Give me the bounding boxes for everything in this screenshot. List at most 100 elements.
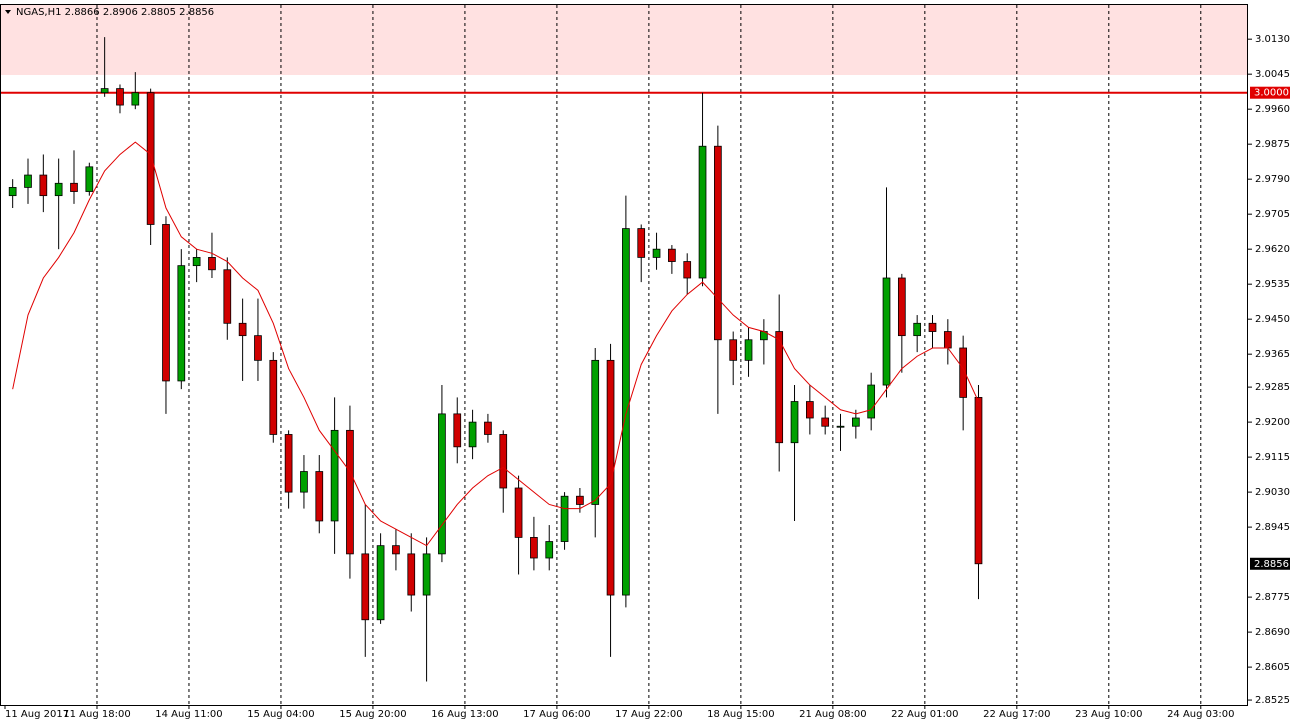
y-tick-label: 2.9705	[1255, 209, 1290, 220]
candle-body	[392, 545, 400, 555]
resistance-zone	[1, 5, 1248, 75]
header: NGAS,H1 2.8866 2.8906 2.8805 2.8856	[16, 7, 214, 18]
candle-body	[897, 277, 906, 337]
candle-body	[545, 541, 554, 559]
candle-body	[269, 359, 278, 435]
plot-area	[1, 5, 1248, 705]
candle-body	[54, 182, 63, 197]
candle-body	[8, 187, 17, 197]
candle-body	[24, 174, 32, 188]
y-tick-label: 3.0045	[1255, 69, 1290, 80]
candle-body	[591, 359, 600, 505]
y-tick-label: 2.8525	[1255, 695, 1290, 706]
candle-body	[790, 401, 799, 444]
candle-body	[729, 339, 738, 361]
candle-body	[315, 471, 324, 522]
candle-body	[422, 553, 431, 596]
candle-body	[300, 471, 308, 493]
candle-body	[714, 145, 722, 341]
y-tick-label: 2.9365	[1255, 349, 1290, 360]
candle-body	[177, 265, 186, 382]
x-tick-label: 14 Aug 11:00	[155, 709, 222, 720]
candle-body	[131, 92, 140, 106]
last-price-label: 2.8856	[1254, 559, 1289, 570]
y-tick-label: 2.9030	[1255, 487, 1290, 498]
candle-body	[744, 339, 753, 361]
x-tick-label: 17 Aug 06:00	[523, 709, 590, 720]
y-tick-label: 2.8605	[1255, 662, 1290, 673]
y-tick-label: 2.9960	[1255, 104, 1290, 115]
candle-body	[806, 401, 814, 419]
candle-body	[85, 166, 94, 192]
candle-body	[622, 228, 630, 596]
level-label: 3.0000	[1254, 88, 1289, 99]
candle-body	[836, 425, 845, 428]
x-tick-label: 24 Aug 03:00	[1167, 709, 1234, 720]
x-tick-label: 23 Aug 10:00	[1075, 709, 1142, 720]
y-tick-label: 2.9620	[1255, 244, 1290, 255]
y-tick-label: 2.8775	[1255, 592, 1290, 603]
candle-body	[499, 434, 508, 489]
candle-body	[223, 269, 232, 324]
candle-body	[698, 145, 707, 279]
x-tick-label: 11 Aug 2017	[5, 709, 69, 720]
y-tick-label: 2.9200	[1255, 417, 1290, 428]
candle-body	[484, 421, 492, 435]
x-tick-label: 21 Aug 08:00	[799, 709, 866, 720]
y-tick-label: 2.9790	[1255, 174, 1290, 185]
candle-body	[560, 495, 569, 542]
y-tick-label: 3.0130	[1255, 34, 1290, 45]
candle-body	[70, 182, 78, 192]
x-tick-label: 16 Aug 13:00	[431, 709, 498, 720]
level-label-box	[1250, 86, 1290, 99]
candle-body	[851, 417, 860, 427]
y-tick-label: 2.8945	[1255, 522, 1290, 533]
y-tick-label: 2.9875	[1255, 139, 1290, 150]
x-tick-label: 17 Aug 22:00	[615, 709, 682, 720]
x-tick-label: 15 Aug 04:00	[247, 709, 314, 720]
candle-body	[438, 413, 446, 555]
candle-body	[775, 331, 784, 444]
candle-body	[606, 359, 615, 596]
x-tick-label: 22 Aug 01:00	[891, 709, 958, 720]
candle-body	[576, 495, 584, 505]
last-price-box	[1250, 557, 1290, 570]
plot-border	[0, 4, 1248, 706]
y-tick-label: 2.9115	[1255, 452, 1290, 463]
candle-body	[637, 228, 646, 258]
candle-body	[913, 322, 922, 337]
menu-arrow[interactable]	[5, 10, 11, 14]
y-tick-label: 2.9450	[1255, 314, 1290, 325]
candle-body	[683, 261, 692, 279]
candle-body	[652, 248, 661, 258]
candle-body	[346, 429, 354, 555]
candle-body	[867, 384, 876, 419]
y-tick-label: 2.9535	[1255, 279, 1290, 290]
candle-body	[468, 421, 477, 448]
candle-body	[453, 413, 462, 448]
candle-body	[162, 224, 170, 382]
candle-body	[974, 397, 983, 565]
candle-body	[192, 257, 201, 267]
candle-body	[208, 257, 216, 271]
candle-body	[116, 88, 124, 106]
candle-body	[284, 434, 293, 493]
candle-body	[361, 553, 370, 621]
candle-body	[330, 429, 339, 522]
candle-body	[514, 487, 523, 538]
x-tick-label: 18 Aug 15:00	[707, 709, 774, 720]
candle-body	[882, 277, 891, 386]
y-tick-label: 2.8690	[1255, 627, 1290, 638]
moving-average	[12, 141, 979, 547]
candle-body	[238, 322, 247, 337]
candle-body	[376, 545, 385, 621]
candle-body	[407, 553, 416, 596]
candle-body	[254, 335, 262, 361]
candle-body	[928, 322, 937, 332]
candle-body	[39, 174, 48, 197]
candle-body	[530, 537, 538, 559]
x-tick-label: 15 Aug 20:00	[339, 709, 406, 720]
candle-body	[146, 92, 155, 225]
x-tick-label: 11 Aug 18:00	[63, 709, 130, 720]
